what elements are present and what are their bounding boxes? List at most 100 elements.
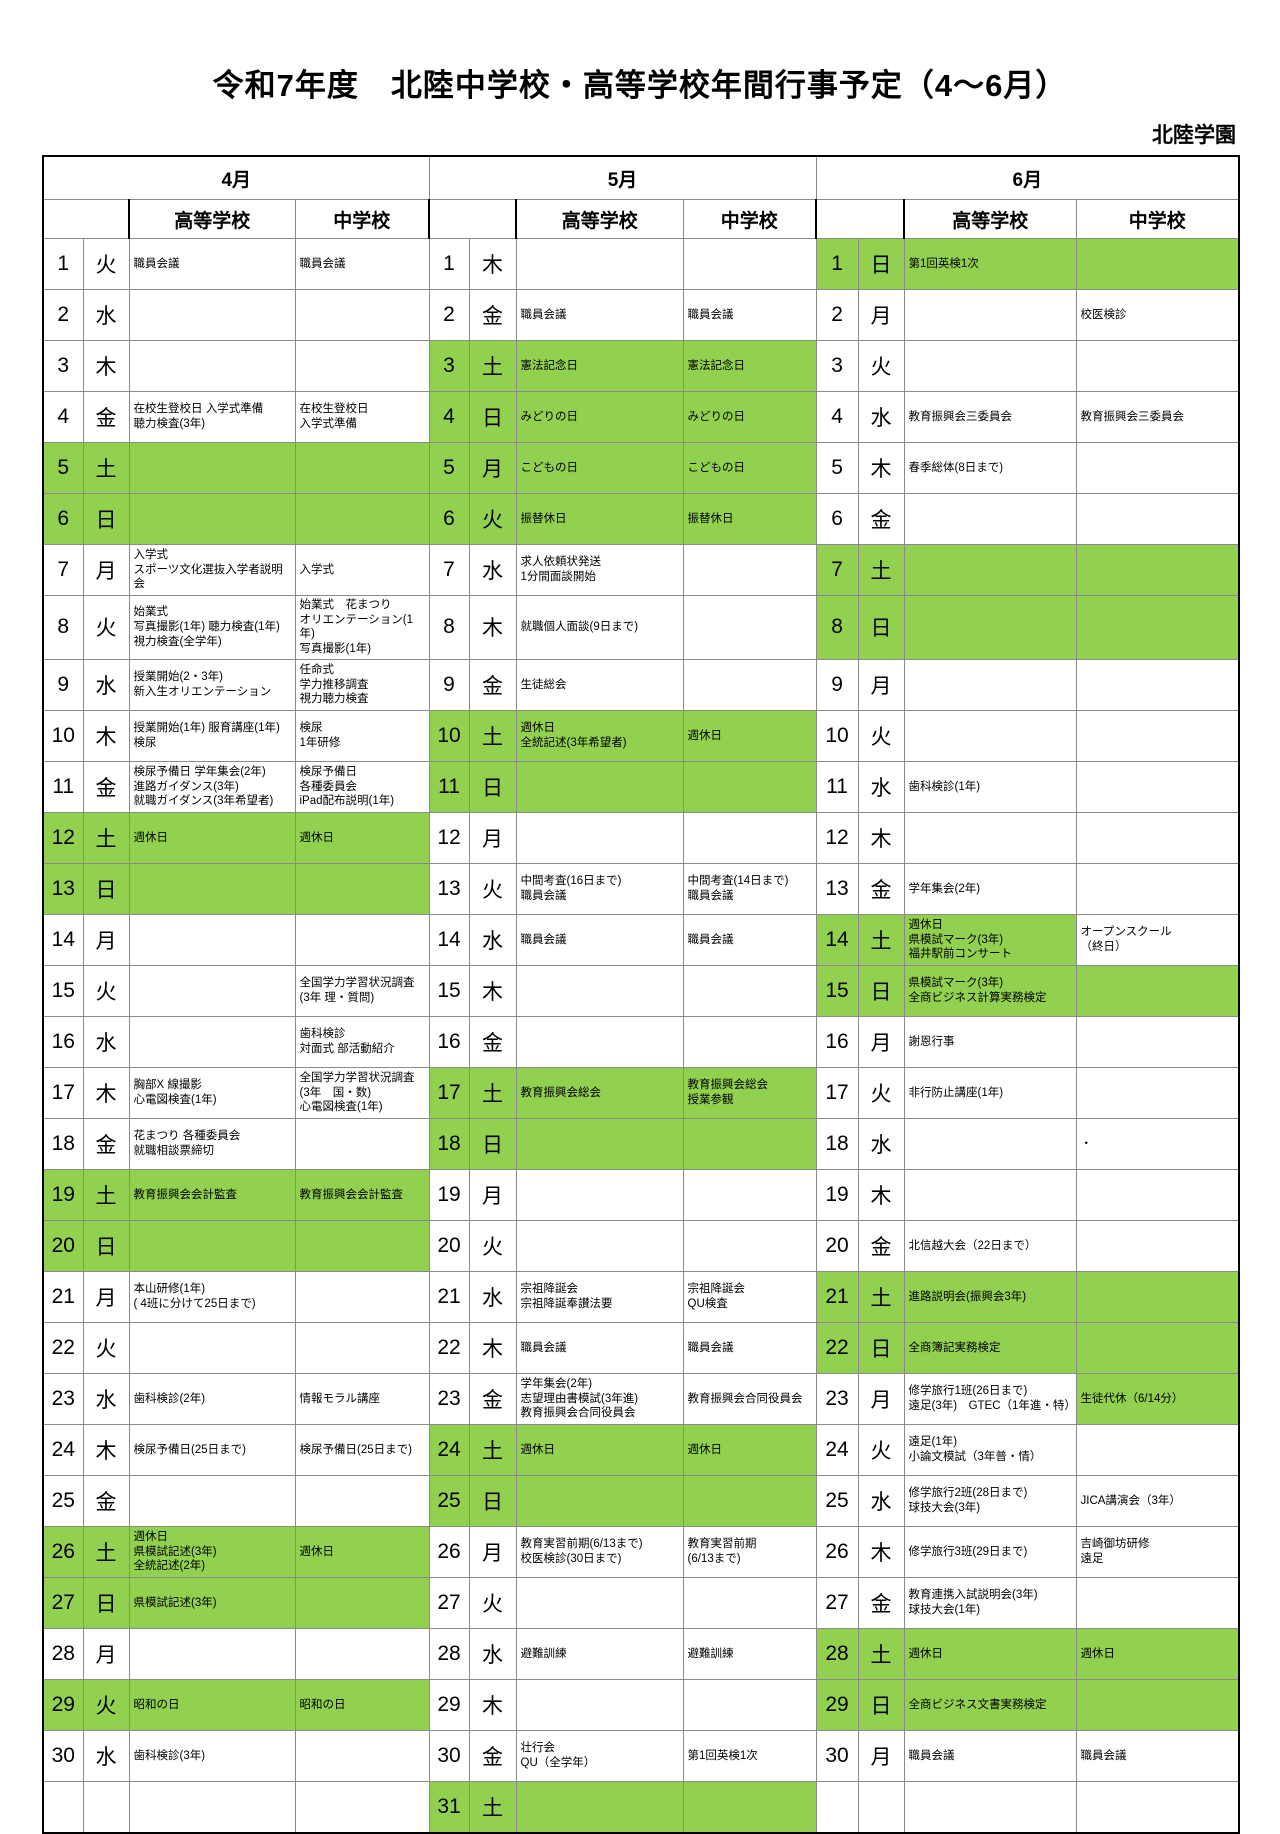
hs-event-cell xyxy=(128,964,296,1017)
day-cell: 水 xyxy=(857,1474,905,1527)
date-cell: 8 xyxy=(42,595,84,660)
hs-event-cell: 職員会議 xyxy=(515,913,684,966)
day-cell: 月 xyxy=(857,289,905,341)
jhs-event-cell: JICA講演会（3年） xyxy=(1075,1474,1240,1527)
jhs-event-cell xyxy=(1075,862,1240,915)
date-cell: 29 xyxy=(428,1678,470,1731)
day-cell: 日 xyxy=(468,1117,517,1170)
day-cell: 水 xyxy=(82,1372,130,1425)
date-cell: 23 xyxy=(42,1372,84,1425)
hs-event-cell xyxy=(128,493,296,545)
date-cell: 10 xyxy=(815,709,859,762)
hs-event-cell: 歯科検診(2年) xyxy=(128,1372,296,1425)
hs-event-cell: 遠足(1年) 小論文模試（3年普・情） xyxy=(903,1423,1077,1476)
jhs-event-cell xyxy=(1075,238,1240,290)
date-cell: 5 xyxy=(428,442,470,494)
day-cell: 火 xyxy=(468,862,517,915)
date-cell: 30 xyxy=(42,1729,84,1782)
day-cell: 水 xyxy=(468,1270,517,1323)
date-cell: 14 xyxy=(428,913,470,966)
hs-event-cell: 修学旅行2班(28日まで) 球技大会(3年) xyxy=(903,1474,1077,1527)
jhs-event-cell: 避難訓練 xyxy=(682,1627,817,1680)
jhs-event-cell xyxy=(1075,595,1240,660)
jhs-event-cell xyxy=(1075,964,1240,1017)
jhs-event-cell: 教育振興会総会 授業参観 xyxy=(682,1066,817,1119)
hs-event-cell xyxy=(903,544,1077,596)
hs-event-cell: 教育連携入試説明会(3年) 球技大会(1年) xyxy=(903,1576,1077,1629)
day-cell: 月 xyxy=(468,1168,517,1221)
day-cell: 金 xyxy=(468,1729,517,1782)
jhs-event-cell: 任命式 学力推移調査 視力聴力検査 xyxy=(294,658,430,711)
day-cell: 月 xyxy=(82,544,130,596)
jhs-event-cell xyxy=(294,1270,430,1323)
calendar-row: 12 土週休日 週休日 12 月 12 木 xyxy=(42,811,1240,864)
date-cell: 11 xyxy=(815,760,859,813)
jhs-event-cell: 週休日 xyxy=(682,709,817,762)
hs-event-cell: 週休日 全統記述(3年希望者) xyxy=(515,709,684,762)
jhs-event-cell: 情報モラル講座 xyxy=(294,1372,430,1425)
hs-event-cell: 修学旅行1班(26日まで) 遠足(3年) GTEC（1年進・特） xyxy=(903,1372,1077,1425)
jhs-event-cell xyxy=(682,1219,817,1272)
calendar-row: 5 土 5 月こどもの日 こどもの日 5 木春季総体(8日まで) xyxy=(42,442,1240,494)
hs-event-cell xyxy=(128,1321,296,1374)
day-cell: 木 xyxy=(468,1321,517,1374)
jhs-event-cell: 第1回英検1次 xyxy=(682,1729,817,1782)
date-cell: 16 xyxy=(42,1015,84,1068)
hs-event-cell xyxy=(903,289,1077,341)
jhs-event-cell xyxy=(682,544,817,596)
calendar-container: 4月 5月 6月 高等学校 中学校 高等学校 中学校 高等学校 中学校 1 火職員会議 職員会議 1 木 1… xyxy=(42,155,1241,1834)
calendar-row: 8 火始業式 写真撮影(1年) 聴力検査(1年) 視力検査(全学年) 始業式 花まつ… xyxy=(42,595,1240,660)
date-cell xyxy=(42,1780,84,1834)
calendar-row: 20 日 20 火 20 金北信越大会（22日まで） xyxy=(42,1219,1240,1272)
hs-event-cell: みどりの日 xyxy=(515,391,684,443)
hs-event-cell: 歯科検診(1年) xyxy=(903,760,1077,813)
jhs-event-cell: 憲法記念日 xyxy=(682,340,817,392)
jhs-event-cell xyxy=(294,1627,430,1680)
jhs-event-cell: ・ xyxy=(1075,1117,1240,1170)
hs-event-cell: 授業開始(1年) 服育講座(1年) 検尿 xyxy=(128,709,296,762)
date-cell: 10 xyxy=(428,709,470,762)
month-header: 5月 xyxy=(428,155,817,200)
date-cell: 24 xyxy=(428,1423,470,1476)
calendar-row: 13 日 13 火中間考査(16日まで) 職員会議 中間考査(14日まで) 職員会議 13… xyxy=(42,862,1240,915)
hs-header: 高等学校 xyxy=(903,199,1077,239)
hs-event-cell: 花まつり 各種委員会 就職相談票締切 xyxy=(128,1117,296,1170)
day-cell: 木 xyxy=(468,964,517,1017)
calendar-row: 30 水歯科検診(3年) 30 金壮行会 QU（全学年） 第1回英検1次 30 月職員会議職… xyxy=(42,1729,1240,1782)
hs-event-cell: 謝恩行事 xyxy=(903,1015,1077,1068)
date-cell: 30 xyxy=(815,1729,859,1782)
hs-event-cell xyxy=(515,1474,684,1527)
day-cell: 火 xyxy=(82,238,130,290)
jhs-event-cell xyxy=(1075,1015,1240,1068)
jhs-event-cell: 週休日 xyxy=(1075,1627,1240,1680)
hs-event-cell: 週休日 xyxy=(903,1627,1077,1680)
jhs-event-cell xyxy=(1075,1576,1240,1629)
date-cell: 24 xyxy=(815,1423,859,1476)
jhs-event-cell: 昭和の日 xyxy=(294,1678,430,1731)
hs-event-cell: 就職個人面談(9日まで) xyxy=(515,595,684,660)
jhs-header: 中学校 xyxy=(682,199,817,239)
calendar-row: 11 金検尿予備日 学年集会(2年) 進路ガイダンス(3年) 就職ガイダンス(3年… xyxy=(42,760,1240,813)
hs-event-cell: 教育実習前期(6/13まで) 校医検診(30日まで) xyxy=(515,1525,684,1578)
jhs-event-cell: 吉崎御坊研修 遠足 xyxy=(1075,1525,1240,1578)
jhs-header: 中学校 xyxy=(294,199,430,239)
date-cell: 19 xyxy=(815,1168,859,1221)
jhs-event-cell xyxy=(1075,1066,1240,1119)
jhs-event-cell xyxy=(294,1729,430,1782)
hs-event-cell xyxy=(515,760,684,813)
jhs-event-cell xyxy=(294,289,430,341)
day-cell: 土 xyxy=(468,340,517,392)
day-cell: 木 xyxy=(857,442,905,494)
hs-event-cell xyxy=(515,811,684,864)
day-cell: 火 xyxy=(468,1576,517,1629)
day-cell: 日 xyxy=(857,1321,905,1374)
hs-event-cell: 全商簿記実務検定 xyxy=(903,1321,1077,1374)
jhs-event-cell: 検尿予備日(25日まで) xyxy=(294,1423,430,1476)
hs-event-cell: 第1回英検1次 xyxy=(903,238,1077,290)
jhs-event-cell: 教育振興会合同役員会 xyxy=(682,1372,817,1425)
day-cell: 水 xyxy=(82,658,130,711)
day-cell: 金 xyxy=(468,1015,517,1068)
jhs-event-cell xyxy=(1075,1168,1240,1221)
day-cell: 日 xyxy=(857,595,905,660)
date-cell: 11 xyxy=(42,760,84,813)
